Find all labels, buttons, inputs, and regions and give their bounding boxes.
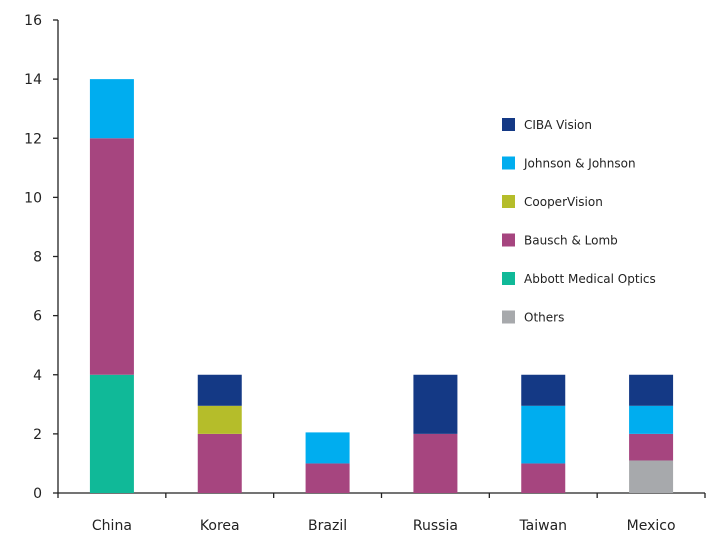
y-tick-label: 0 bbox=[33, 486, 42, 502]
legend-swatch bbox=[502, 310, 515, 324]
x-category-label: Taiwan bbox=[518, 518, 567, 533]
bar-segment-ciba-vision bbox=[521, 374, 566, 406]
x-category-label: Mexico bbox=[627, 518, 676, 533]
y-tick-label: 8 bbox=[33, 250, 42, 266]
bar-segment-bausch-lomb bbox=[197, 433, 242, 493]
y-tick-label: 4 bbox=[33, 368, 42, 384]
legend-swatch bbox=[502, 233, 515, 247]
legend-swatch bbox=[502, 118, 515, 131]
bar-segment-johnson-johnson bbox=[521, 405, 566, 464]
bar-segment-bausch-lomb bbox=[89, 138, 134, 375]
bar-segment-coopervision bbox=[197, 405, 242, 434]
bar-segment-bausch-lomb bbox=[521, 463, 566, 493]
x-category-label: Brazil bbox=[308, 518, 347, 533]
y-tick-label: 12 bbox=[24, 131, 42, 147]
y-tick-label: 2 bbox=[33, 427, 42, 443]
bar-segment-bausch-lomb bbox=[305, 463, 350, 493]
bar-segment-bausch-lomb bbox=[629, 433, 674, 461]
x-axis: China Korea Brazil Russia Taiwan Mexico bbox=[57, 492, 706, 533]
x-category-label: China bbox=[92, 518, 132, 533]
bars bbox=[89, 79, 674, 493]
legend-label: CooperVision bbox=[524, 195, 603, 209]
bar-segment-abbott-medical-optics bbox=[89, 374, 134, 493]
y-tick-label: 10 bbox=[24, 190, 42, 206]
legend-swatch bbox=[502, 195, 515, 208]
legend-swatch bbox=[502, 156, 515, 170]
legend-label: Others bbox=[524, 311, 564, 325]
legend-label: CIBA Vision bbox=[524, 118, 592, 132]
bar-segment-johnson-johnson bbox=[629, 405, 674, 434]
bar-segment-ciba-vision bbox=[629, 374, 674, 406]
bar-segment-bausch-lomb bbox=[413, 433, 458, 493]
legend-label: Johnson & Johnson bbox=[523, 157, 636, 171]
bar-segment-others bbox=[629, 460, 674, 493]
y-tick-label: 16 bbox=[24, 13, 42, 29]
legend: CIBA Vision Johnson & Johnson CooperVision… bbox=[502, 118, 656, 325]
x-category-label: Korea bbox=[200, 518, 240, 533]
bar-segment-ciba-vision bbox=[413, 374, 458, 434]
bar-segment-ciba-vision bbox=[197, 374, 242, 406]
bar-segment-johnson-johnson bbox=[89, 79, 134, 139]
legend-label: Bausch & Lomb bbox=[524, 234, 618, 248]
x-category-label: Russia bbox=[413, 518, 458, 533]
y-tick-label: 14 bbox=[24, 72, 42, 88]
legend-label: Abbott Medical Optics bbox=[524, 272, 656, 286]
legend-swatch bbox=[502, 272, 515, 285]
y-tick-label: 6 bbox=[33, 309, 42, 325]
y-axis: 0 2 4 6 8 10 12 14 16 bbox=[24, 13, 59, 502]
bar-segment-johnson-johnson bbox=[305, 432, 350, 464]
